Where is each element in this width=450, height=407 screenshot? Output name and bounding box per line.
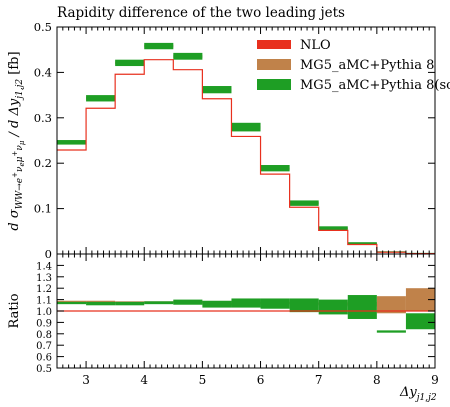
ratio-xtick-label: 5 (199, 373, 207, 387)
ratio-band-2-bin-4 (173, 299, 203, 305)
ratio-ytick-label: 0.6 (36, 353, 52, 364)
main-y-axis-label: d σWW→e+νeμ+νμ / d Δyj1,j2 [fb] (7, 51, 26, 230)
ylabel-part: e (18, 162, 26, 166)
main-band-2-bin-3 (144, 42, 174, 50)
ratio-panel-frame (56, 253, 436, 369)
ylabel-part: μ (15, 156, 25, 162)
legend-label-nlo: NLO (300, 38, 331, 53)
ratio-y-axis-label: Ratio (7, 293, 22, 328)
ratio-band-2-bin-10 (347, 295, 377, 319)
legend-swatch-mg5 (257, 59, 291, 70)
ratio-band-2-bin-7 (260, 298, 290, 309)
ratio-panel-marks (57, 288, 435, 333)
ratio-ytick-label: 1.2 (36, 284, 52, 295)
main-panel-marks (57, 42, 435, 255)
main-ytick-label: 0.1 (34, 202, 52, 216)
main-band-2-bin-2 (115, 59, 145, 67)
x-axis-label: Δyj1,j2 (399, 385, 437, 403)
ratio-xtick-label: 7 (315, 373, 323, 387)
ylabel-part: [fb] (7, 51, 22, 78)
ratio-band-2-bin-9 (318, 299, 348, 315)
ratio-band-2-bin-8 (289, 298, 319, 313)
main-band-2-bin-8 (289, 200, 319, 206)
ratio-ytick-label: 0.9 (36, 318, 52, 329)
ratio-band-2-bin-1 (86, 301, 116, 306)
ratio-ytick-label: 0.7 (36, 341, 52, 352)
chart-title: Rapidity difference of the two leading j… (57, 5, 345, 21)
main-band-2-bin-1 (86, 95, 116, 102)
ratio-band-2-bin-5 (202, 300, 232, 308)
xlabel-part: j1,j2 (415, 393, 437, 403)
ratio-ytick-label: 1.0 (36, 307, 52, 318)
ylabel-part: j1,j2 (15, 79, 25, 101)
ratio-panel-ticks: 0.50.60.70.80.91.01.11.21.31.4 3 4 5 6 7 8 9 (36, 254, 439, 387)
ratio-band-2-bin-0 (57, 301, 87, 305)
ylabel-part: d σ (7, 208, 22, 230)
ratio-ytick-label: 1.4 (36, 261, 52, 272)
ylabel-part: / d Δy (7, 98, 22, 140)
main-band-2-bin-6 (231, 122, 261, 132)
ratio-band-1-bin-11 (376, 296, 406, 314)
ylabel-part: + (11, 151, 19, 157)
ylabel-part: ν (15, 145, 25, 151)
ratio-band-2-bin-3 (144, 301, 174, 305)
ylabel-part: + (11, 172, 19, 178)
ratio-xtick-label: 6 (257, 373, 265, 387)
main-ytick-label: 0.2 (34, 156, 52, 170)
main-band-2-bin-0 (57, 140, 87, 145)
ratio-band-2-bin-11 (376, 330, 406, 333)
main-ytick-label: 0.4 (34, 65, 52, 79)
ratio-band-1-bin-12 (405, 288, 435, 311)
main-panel: 0 0.1 0.2 0.3 0.4 0.5 (34, 20, 436, 261)
main-panel-y-ticks: 0 0.1 0.2 0.3 0.4 0.5 (34, 20, 436, 261)
main-band-2-bin-4 (173, 52, 203, 60)
legend-swatch-mg5-scale (257, 79, 291, 90)
ratio-xtick-label: 9 (431, 373, 439, 387)
ratio-band-2-bin-12 (405, 313, 435, 330)
ratio-ytick-label: 1.1 (36, 296, 52, 307)
main-band-2-bin-10 (347, 242, 377, 245)
ratio-panel: 0.50.60.70.80.91.01.11.21.31.4 3 4 5 6 7 8 9 (36, 253, 439, 387)
ylabel-part: ν (15, 166, 25, 172)
main-ytick-label: 0 (45, 247, 52, 261)
ylabel-part: μ (18, 140, 26, 145)
ratio-xtick-label: 8 (373, 373, 381, 387)
xlabel-part: Δy (399, 385, 417, 400)
legend-swatch-nlo (257, 40, 291, 49)
legend-label-mg5-scale: MG5_aMC+Pythia 8(scale) (300, 78, 450, 93)
ratio-xtick-label: 4 (140, 373, 148, 387)
legend: NLO MG5_aMC+Pythia 8 MG5_aMC+Pythia 8(sc… (257, 38, 450, 93)
main-line-0 (57, 59, 435, 255)
ratio-xtick-label: 3 (82, 373, 90, 387)
legend-label-mg5: MG5_aMC+Pythia 8 (300, 58, 434, 73)
main-band-2-bin-5 (202, 86, 232, 94)
ratio-ytick-label: 1.3 (36, 273, 52, 284)
ratio-band-2-bin-2 (115, 301, 145, 306)
main-ytick-label: 0.3 (34, 111, 52, 125)
main-band-2-bin-7 (260, 165, 290, 172)
ylabel-part: WW→e (15, 178, 25, 209)
main-band-2-bin-9 (318, 226, 348, 231)
main-ytick-label: 0.5 (34, 20, 52, 34)
ratio-ytick-label: 0.8 (36, 330, 52, 341)
ratio-ytick-label: 0.5 (36, 364, 52, 375)
ratio-band-2-bin-6 (231, 298, 261, 308)
